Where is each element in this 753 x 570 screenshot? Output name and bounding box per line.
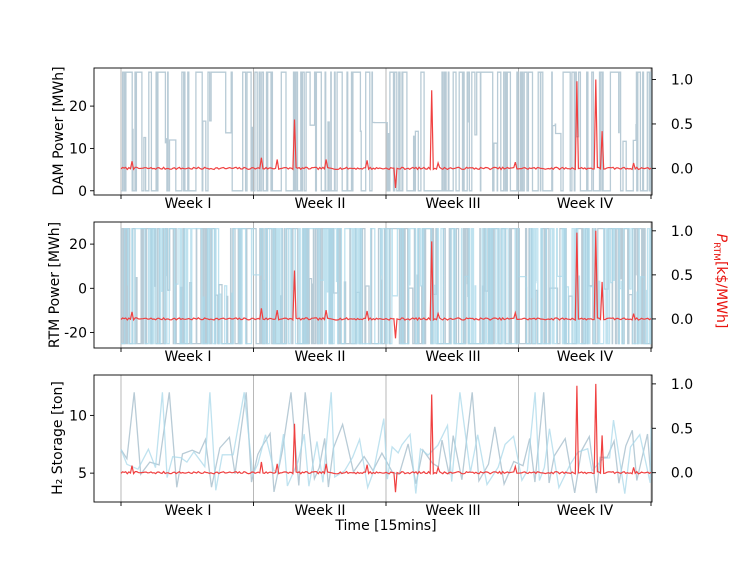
plot-frame: [93, 374, 653, 503]
right-y-tick-label: 1.0: [671, 224, 693, 240]
right-y-tick-label: 0.0: [671, 161, 693, 177]
left-y-tick-label: 10: [69, 408, 87, 424]
left-y-tick-label: 10: [69, 141, 87, 157]
week-label: Week II: [294, 349, 345, 365]
right-y-tick-label: 0.0: [671, 312, 693, 328]
panel-dam: 0 10 20 0.0 0.5 1.0 Week I Week II Week III W…: [51, 66, 693, 212]
left-y-tick-label: 5: [78, 466, 87, 482]
week-label: Week III: [425, 349, 480, 365]
left-y-tick-label: 0: [78, 281, 87, 297]
dam-price-series: [120, 79, 652, 188]
y-axis-label: RTM Power [MWh]: [47, 222, 63, 348]
week-label: Week II: [294, 196, 345, 212]
left-y-tick-label: 20: [69, 237, 87, 253]
right-y-axis-label-main: P: [713, 234, 729, 243]
week-label: Week III: [425, 196, 480, 212]
h2-axis-ticks: 5 10 0.0 0.5 1.0: [69, 377, 693, 506]
week-label: Week II: [294, 503, 345, 519]
x-axis-label: Time [15mins]: [334, 518, 436, 534]
week-label: Week IV: [557, 503, 614, 519]
rtm-power-series: [120, 227, 652, 345]
price-line: [120, 230, 652, 339]
right-y-tick-label: 1.0: [671, 377, 693, 393]
rtm-price-series: [120, 230, 652, 339]
left-y-tick-label: 20: [69, 99, 87, 115]
week-label: Week I: [165, 196, 212, 212]
left-y-tick-label: 0: [78, 184, 87, 200]
week-label: Week III: [425, 503, 480, 519]
series-line: [120, 392, 652, 494]
dam-axis-ticks: 0 10 20 0.0 0.5 1.0: [69, 73, 693, 200]
right-y-axis-label: PRTM[k$/MWh]: [711, 234, 729, 329]
right-y-tick-label: 0.5: [671, 268, 693, 284]
week-label: Week IV: [557, 349, 614, 365]
left-y-tick-label: -20: [64, 326, 87, 342]
right-y-tick-label: 0.5: [671, 117, 693, 133]
week-label: Week I: [165, 349, 212, 365]
dam-power-series: [121, 71, 652, 192]
right-y-axis-label-sub: RTM: [711, 242, 721, 261]
week-label: Week I: [165, 503, 212, 519]
plot-frame: [93, 67, 653, 196]
week-label: Week IV: [557, 196, 614, 212]
series-line: [121, 227, 652, 345]
price-line: [120, 79, 652, 188]
y-axis-label: H₂ Storage [ton]: [50, 381, 66, 495]
week-gridlines: [120, 375, 652, 502]
y-axis-label: DAM Power [MWh]: [51, 66, 67, 195]
right-y-tick-label: 0.0: [671, 466, 693, 482]
series-line: [121, 71, 652, 192]
panel-h2-storage: 5 10 0.0 0.5 1.0 Week I Week II Week III Wee…: [50, 374, 693, 534]
price-line: [120, 383, 652, 493]
right-y-tick-label: 1.0: [671, 73, 693, 89]
right-y-axis-label-rest: [k$/MWh]: [713, 261, 729, 328]
rtm-axis-ticks: -20 0 20 0.0 0.5 1.0: [64, 224, 693, 352]
plot-frame: [93, 221, 653, 349]
h2-price-series: [120, 383, 652, 493]
right-y-tick-label: 0.5: [671, 421, 693, 437]
